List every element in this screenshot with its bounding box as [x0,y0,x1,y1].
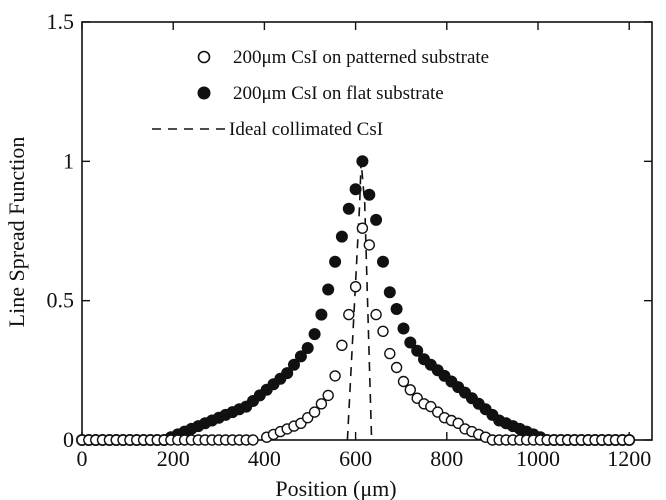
x-tick-label: 400 [248,446,281,471]
patterned-substrate-point [390,361,403,374]
patterned-substrate-point [363,239,375,251]
legend-label-patterned: 200μm CsI on patterned substrate [233,47,489,68]
flat-substrate-point [411,344,424,357]
flat-substrate-point [370,213,383,226]
legend-marker-flat [197,86,211,100]
patterned-substrate-point [336,339,348,351]
ideal-collimated-line [346,161,373,441]
x-tick-label: 0 [77,446,88,471]
flat-substrate-point [377,255,389,268]
patterned-substrate-point [370,308,382,321]
flat-substrate-point [288,358,300,371]
flat-substrate-point [322,283,335,296]
flat-substrate-point [294,350,307,363]
y-tick-label: 0.5 [47,288,75,313]
x-tick-label: 1200 [607,446,651,471]
legend: 200μm CsI on patterned substrate 200μm C… [152,47,489,140]
flat-substrate-point [315,308,328,321]
x-tick-label: 200 [157,446,190,471]
patterned-substrate-point [349,281,362,293]
y-axis-label: Line Spread Function [4,137,29,328]
legend-label-flat: 200μm CsI on flat substrate [233,83,444,104]
patterned-substrate-point [315,398,328,410]
flat-substrate-point [390,303,403,315]
y-tick-label: 1.5 [47,9,75,34]
flat-substrate-point [301,342,314,354]
x-tick-label: 600 [339,446,372,471]
y-tick-label: 0 [63,427,74,452]
legend-marker-patterned [197,50,211,64]
flat-substrate-point [342,202,355,215]
patterned-substrate-point [322,389,334,402]
x-tick-label: 1000 [516,446,560,471]
patterned-substrate-point [404,384,416,396]
flat-substrate-point [349,183,362,196]
flat-substrate-point [404,336,417,349]
patterned-substrate-point [397,375,410,388]
flat-substrate-point [281,367,294,380]
plot-frame [81,21,653,441]
flat-substrate-point [363,188,376,201]
series-layer [76,155,636,446]
patterned-substrate-point [343,308,355,321]
flat-substrate-point [383,286,396,299]
y-tick-label: 1 [63,148,74,173]
patterned-substrate-point [356,222,369,234]
patterned-substrate-point [308,406,321,418]
patterned-substrate-point [384,347,396,360]
x-tick-label: 800 [430,446,463,471]
patterned-substrate-point [247,434,259,446]
tick-labels: 0 200 400 600 800 1000 1200 0 0.5 1 1.5 [47,9,652,471]
patterned-substrate-point [623,434,635,446]
flat-substrate-point [335,230,348,243]
flat-substrate-point [397,322,410,335]
patterned-substrate-point [377,325,389,337]
flat-substrate-point [308,328,321,341]
patterned-substrate-point [329,370,341,382]
flat-substrate-point [329,255,342,268]
flat-substrate-point [356,155,369,168]
x-axis-label: Position (μm) [275,476,396,500]
legend-label-ideal: Ideal collimated CsI [229,119,383,140]
